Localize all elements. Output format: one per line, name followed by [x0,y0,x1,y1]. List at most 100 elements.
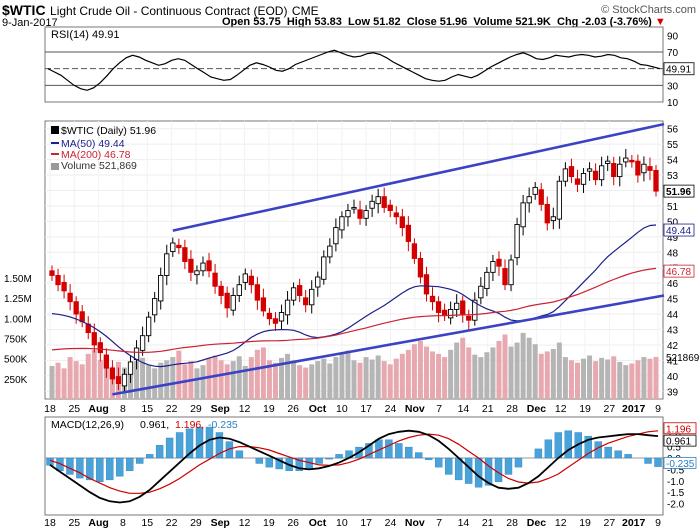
volume-bar [593,361,599,399]
low-value: 51.82 [373,16,401,28]
macd-x-tick: 14 [458,517,470,529]
macd-x-tick: 15 [141,517,153,529]
rsi-tick-label: 70 [667,48,679,59]
volume-bar [532,344,538,399]
price-x-tick: Aug [88,403,108,415]
price-tick-label: 45 [667,295,679,306]
macd-tag-box [663,456,697,469]
candle-body [387,204,393,212]
volume-bar [526,337,532,399]
close-value: 51.96 [439,16,468,28]
candle-body [224,292,230,309]
volume-bar [218,360,224,399]
volume-bar [508,346,514,399]
volume-bar [266,360,272,399]
volume-tick-label: 1.50M [4,274,32,285]
volume-bar [568,360,574,399]
candle-body [333,227,339,245]
volume-bar [550,349,556,399]
instrument-name: Light Crude Oil - Continuous Contract (E… [50,4,288,18]
volume-bar [587,355,593,399]
macd-line [49,429,659,504]
volume-bar [140,357,146,399]
price-x-tick: 29 [190,403,202,415]
candle-body [363,210,369,219]
candle-body [441,309,448,317]
macd-histogram-bar [96,457,104,482]
macd-histogram-bar [205,426,214,459]
price-x-tick: 14 [458,403,470,415]
price-x-tick: 10 [336,403,348,415]
macd-x-tick: 25 [68,517,80,529]
macd-histogram-bar [494,457,503,482]
macd-histogram-bar [365,443,373,459]
candle-body [544,203,550,224]
rsi-panel [44,26,664,103]
candle-body [490,261,496,273]
volume-bar [146,365,152,399]
volume-bar [230,361,236,399]
macd-histogram-bar [76,457,84,479]
candle-body [623,157,629,163]
price-tag: 46.78 [666,267,691,278]
volume-bar [417,340,423,399]
candle-body [586,168,593,172]
volume-bar [387,364,393,399]
candle-body [170,242,176,252]
exchange: CME [291,4,319,18]
rsi-tick-label: 90 [667,31,679,42]
macd-histogram-bar [564,430,572,459]
candle-body [502,268,508,286]
candle-body [182,247,188,262]
volume-bar [574,362,580,399]
candle-body [381,196,387,208]
candle-body [538,189,544,205]
volume-bar [556,342,562,399]
macd-histogram-bar [195,426,204,459]
close-label: Close [406,16,437,28]
volume-tick-label: 1.25M [4,294,32,305]
macd-x-tick: 8 [120,517,126,529]
volume-bar [297,365,303,399]
volume-bar [599,357,605,399]
macd-x-tick: Sep [211,517,230,529]
upper-channel-trendline [172,122,665,232]
candle-body [345,210,351,218]
macd-x-tick: 29 [190,517,202,529]
price-legend-title: $WTIC (Daily) 51.96 [61,125,156,137]
candle-body [164,253,170,276]
macd-histogram-bar [165,437,174,459]
price-tick-label: 41 [667,356,679,367]
candle-body [574,178,581,185]
volume-bar [496,340,502,399]
macd-legend-macd: 0.961, [140,419,169,431]
volume-bar [466,347,472,399]
volume-bar [605,359,611,399]
macd-histogram-bar [185,428,194,459]
macd-histogram-bar [514,457,523,468]
macd-histogram-bar [265,457,273,468]
volume-bar [85,353,91,399]
macd-tick-label: -2.0 [667,500,685,511]
volume-label: Volume [473,16,513,28]
candle-body [611,163,617,178]
candle-body [411,243,418,259]
rsi-line [47,49,661,91]
macd-signal-line [49,430,659,494]
candle-body [447,308,454,319]
price-tick-label: 43 [667,326,679,337]
macd-x-tick: 21 [482,517,494,529]
candle-body [176,244,182,249]
macd-tick-label: -0.5 [667,465,685,476]
volume-bar [641,357,647,399]
macd-histogram-bar [464,457,473,484]
volume-bar [454,342,460,399]
candle-body [327,245,333,258]
volume-bar [176,350,182,399]
volume-bar [478,357,484,399]
candle-body [568,166,575,178]
macd-histogram-bar [225,441,234,459]
volume-value: 521.9K [515,16,551,28]
candle-body [508,259,514,286]
macd-histogram-bar [86,457,94,481]
